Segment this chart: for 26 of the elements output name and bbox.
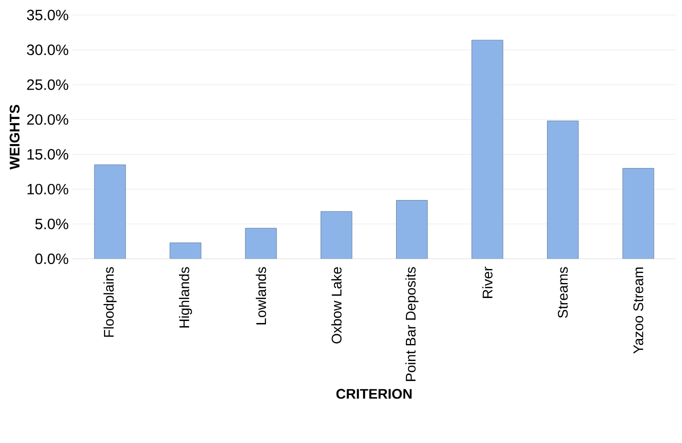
x-tick-label: Oxbow Lake (331, 267, 342, 344)
x-tick-label: Floodplains (104, 267, 117, 337)
y-tick-label: 35.0% (26, 10, 68, 20)
x-tick-label: Streams (558, 267, 568, 318)
y-tick-label: 20.0% (27, 114, 68, 125)
bar (245, 228, 277, 259)
y-axis-title: WEIGHTS (10, 104, 20, 170)
bar (170, 242, 202, 259)
x-tick-label: Yazoo Stream (633, 267, 644, 354)
bar (94, 164, 126, 259)
y-tick-label: 25.0% (27, 79, 68, 90)
x-tick-label: Lowlands (256, 267, 266, 324)
x-tick-label: Point Bar Deposits (405, 267, 418, 381)
x-axis-title: CRITERION (336, 388, 412, 399)
y-tick-label: 5.0% (35, 218, 68, 230)
x-tick-label: Highlands (178, 267, 192, 328)
bar (472, 40, 504, 259)
bar (547, 120, 579, 259)
y-tick-label: 10.0% (28, 184, 68, 194)
y-tick-label: 0.0% (35, 253, 68, 264)
x-tick-label: River (482, 266, 492, 298)
y-tick-label: 30.0% (26, 44, 68, 56)
bar (622, 168, 654, 259)
bar (320, 211, 352, 259)
bar (396, 200, 428, 259)
y-tick-label: 15.0% (28, 149, 68, 160)
